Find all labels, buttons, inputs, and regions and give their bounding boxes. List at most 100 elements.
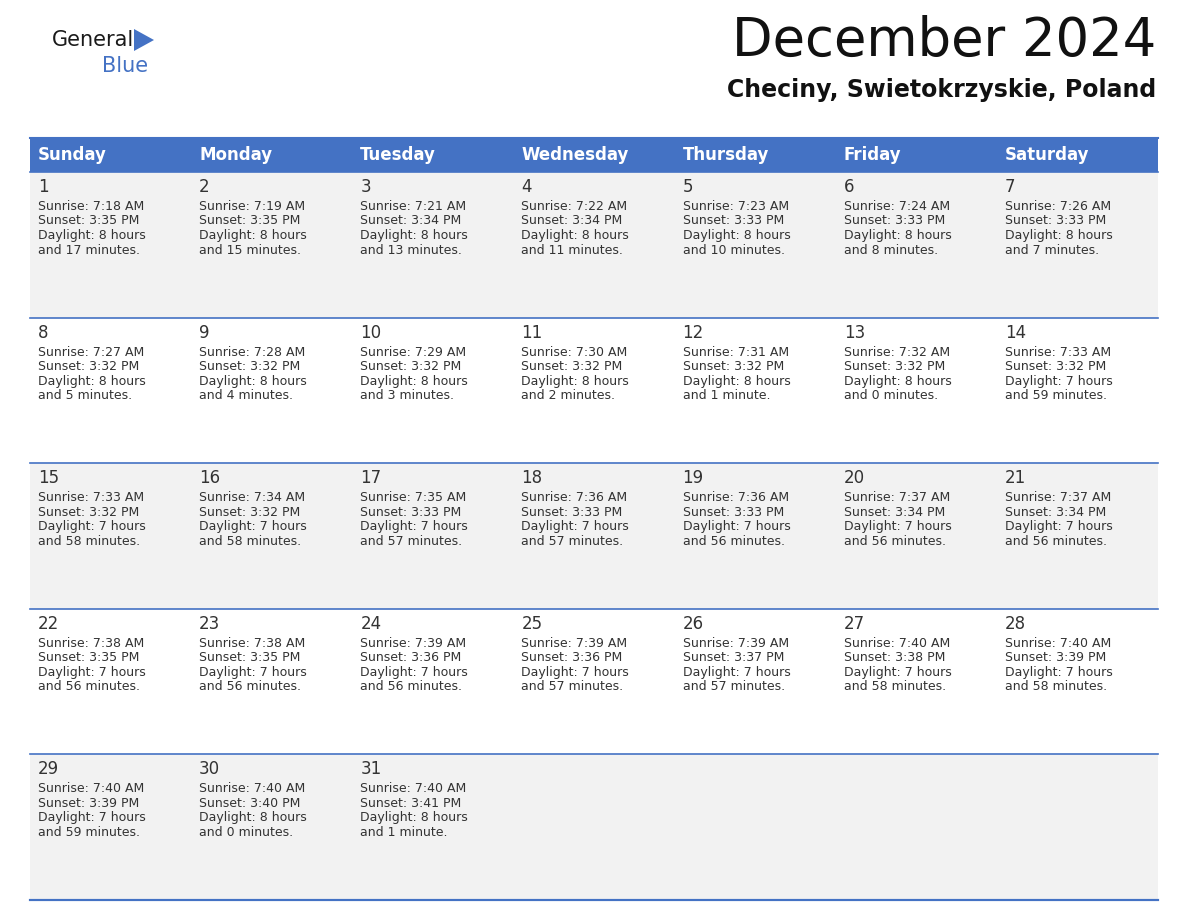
Text: and 56 minutes.: and 56 minutes. [38, 680, 140, 693]
Text: Sunset: 3:32 PM: Sunset: 3:32 PM [522, 360, 623, 373]
Text: and 56 minutes.: and 56 minutes. [843, 534, 946, 548]
Text: 21: 21 [1005, 469, 1026, 487]
Text: 9: 9 [200, 324, 209, 341]
Text: Sunset: 3:32 PM: Sunset: 3:32 PM [38, 360, 139, 373]
Text: and 58 minutes.: and 58 minutes. [38, 534, 140, 548]
Text: Sunset: 3:33 PM: Sunset: 3:33 PM [683, 215, 784, 228]
Text: 30: 30 [200, 760, 220, 778]
Text: and 1 minute.: and 1 minute. [360, 826, 448, 839]
Bar [30, 755, 1158, 900]
Text: Daylight: 8 hours: Daylight: 8 hours [200, 812, 307, 824]
Text: 14: 14 [1005, 324, 1026, 341]
Text: Sunrise: 7:38 AM: Sunrise: 7:38 AM [200, 637, 305, 650]
Text: Sunrise: 7:40 AM: Sunrise: 7:40 AM [38, 782, 144, 795]
Text: 5: 5 [683, 178, 693, 196]
Text: Sunrise: 7:29 AM: Sunrise: 7:29 AM [360, 345, 467, 359]
Text: Sunrise: 7:33 AM: Sunrise: 7:33 AM [38, 491, 144, 504]
Text: Friday: Friday [843, 146, 902, 164]
Text: Sunset: 3:36 PM: Sunset: 3:36 PM [522, 651, 623, 665]
Text: 24: 24 [360, 615, 381, 633]
Bar [30, 609, 1158, 755]
Text: Daylight: 8 hours: Daylight: 8 hours [360, 229, 468, 242]
Text: General: General [52, 30, 134, 50]
Text: Daylight: 8 hours: Daylight: 8 hours [38, 229, 146, 242]
Text: Sunset: 3:40 PM: Sunset: 3:40 PM [200, 797, 301, 810]
Text: Daylight: 8 hours: Daylight: 8 hours [38, 375, 146, 387]
Text: and 56 minutes.: and 56 minutes. [1005, 534, 1107, 548]
Text: Daylight: 8 hours: Daylight: 8 hours [683, 375, 790, 387]
Text: Sunday: Sunday [38, 146, 107, 164]
Text: Sunrise: 7:33 AM: Sunrise: 7:33 AM [1005, 345, 1111, 359]
Bar [30, 172, 1158, 318]
Text: Sunrise: 7:38 AM: Sunrise: 7:38 AM [38, 637, 144, 650]
Text: and 8 minutes.: and 8 minutes. [843, 243, 937, 256]
Text: Daylight: 8 hours: Daylight: 8 hours [360, 812, 468, 824]
Text: and 58 minutes.: and 58 minutes. [843, 680, 946, 693]
Text: Daylight: 7 hours: Daylight: 7 hours [200, 666, 307, 678]
Text: and 0 minutes.: and 0 minutes. [200, 826, 293, 839]
Text: Sunset: 3:32 PM: Sunset: 3:32 PM [360, 360, 461, 373]
Text: Daylight: 7 hours: Daylight: 7 hours [200, 521, 307, 533]
Text: Sunset: 3:32 PM: Sunset: 3:32 PM [38, 506, 139, 519]
Text: 25: 25 [522, 615, 543, 633]
Text: Daylight: 8 hours: Daylight: 8 hours [522, 229, 630, 242]
Text: Sunrise: 7:21 AM: Sunrise: 7:21 AM [360, 200, 467, 213]
Bar [30, 318, 1158, 464]
Text: Daylight: 8 hours: Daylight: 8 hours [522, 375, 630, 387]
Bar [30, 464, 1158, 609]
Text: and 3 minutes.: and 3 minutes. [360, 389, 454, 402]
Text: Sunset: 3:38 PM: Sunset: 3:38 PM [843, 651, 946, 665]
Text: 2: 2 [200, 178, 210, 196]
Text: Daylight: 7 hours: Daylight: 7 hours [683, 666, 790, 678]
Text: Sunset: 3:33 PM: Sunset: 3:33 PM [1005, 215, 1106, 228]
Text: Daylight: 7 hours: Daylight: 7 hours [360, 666, 468, 678]
Text: Sunrise: 7:30 AM: Sunrise: 7:30 AM [522, 345, 627, 359]
Text: and 15 minutes.: and 15 minutes. [200, 243, 301, 256]
Text: 10: 10 [360, 324, 381, 341]
Text: Sunset: 3:37 PM: Sunset: 3:37 PM [683, 651, 784, 665]
Text: Sunrise: 7:37 AM: Sunrise: 7:37 AM [843, 491, 950, 504]
Bar [30, 138, 1158, 172]
Text: 11: 11 [522, 324, 543, 341]
Text: Daylight: 7 hours: Daylight: 7 hours [843, 666, 952, 678]
Text: 4: 4 [522, 178, 532, 196]
Text: Sunset: 3:35 PM: Sunset: 3:35 PM [38, 651, 139, 665]
Text: Sunset: 3:39 PM: Sunset: 3:39 PM [38, 797, 139, 810]
Text: 27: 27 [843, 615, 865, 633]
Text: 16: 16 [200, 469, 220, 487]
Text: Sunrise: 7:32 AM: Sunrise: 7:32 AM [843, 345, 950, 359]
Text: Daylight: 8 hours: Daylight: 8 hours [360, 375, 468, 387]
Text: Sunset: 3:32 PM: Sunset: 3:32 PM [1005, 360, 1106, 373]
Text: Sunrise: 7:40 AM: Sunrise: 7:40 AM [200, 782, 305, 795]
Text: Daylight: 8 hours: Daylight: 8 hours [200, 229, 307, 242]
Text: Sunset: 3:33 PM: Sunset: 3:33 PM [522, 506, 623, 519]
Text: Sunset: 3:33 PM: Sunset: 3:33 PM [360, 506, 461, 519]
Text: and 17 minutes.: and 17 minutes. [38, 243, 140, 256]
Text: and 11 minutes.: and 11 minutes. [522, 243, 624, 256]
Text: Sunrise: 7:34 AM: Sunrise: 7:34 AM [200, 491, 305, 504]
Text: 22: 22 [38, 615, 59, 633]
Text: 29: 29 [38, 760, 59, 778]
Text: Sunset: 3:32 PM: Sunset: 3:32 PM [200, 360, 301, 373]
Text: and 13 minutes.: and 13 minutes. [360, 243, 462, 256]
Text: and 56 minutes.: and 56 minutes. [683, 534, 784, 548]
Text: and 4 minutes.: and 4 minutes. [200, 389, 293, 402]
Text: and 57 minutes.: and 57 minutes. [360, 534, 462, 548]
Text: Daylight: 7 hours: Daylight: 7 hours [522, 521, 630, 533]
Text: Sunrise: 7:19 AM: Sunrise: 7:19 AM [200, 200, 305, 213]
Text: Sunset: 3:32 PM: Sunset: 3:32 PM [683, 360, 784, 373]
Text: Sunset: 3:34 PM: Sunset: 3:34 PM [360, 215, 461, 228]
Text: Tuesday: Tuesday [360, 146, 436, 164]
Text: Sunrise: 7:40 AM: Sunrise: 7:40 AM [1005, 637, 1111, 650]
Text: Daylight: 8 hours: Daylight: 8 hours [200, 375, 307, 387]
Text: Daylight: 7 hours: Daylight: 7 hours [522, 666, 630, 678]
Text: Sunrise: 7:36 AM: Sunrise: 7:36 AM [522, 491, 627, 504]
Text: 19: 19 [683, 469, 703, 487]
Text: and 59 minutes.: and 59 minutes. [38, 826, 140, 839]
Text: 1: 1 [38, 178, 49, 196]
Text: Daylight: 7 hours: Daylight: 7 hours [683, 521, 790, 533]
Text: 6: 6 [843, 178, 854, 196]
Text: 7: 7 [1005, 178, 1016, 196]
Text: Sunset: 3:35 PM: Sunset: 3:35 PM [200, 215, 301, 228]
Text: Saturday: Saturday [1005, 146, 1089, 164]
